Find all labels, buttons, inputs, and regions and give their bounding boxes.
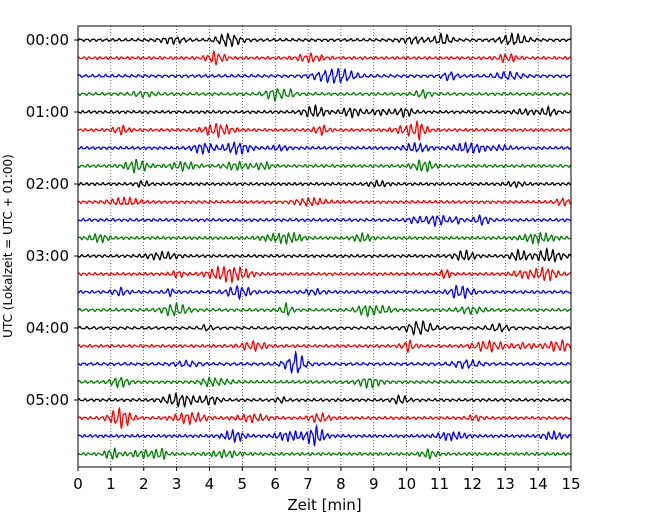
x-tick-label: 10 bbox=[397, 475, 416, 493]
trace-line bbox=[77, 406, 572, 429]
x-tick-label: 5 bbox=[238, 475, 248, 493]
trace-line bbox=[77, 141, 572, 156]
x-tick-label: 9 bbox=[369, 475, 379, 493]
x-axis-label: Zeit [min] bbox=[287, 496, 361, 514]
trace-line bbox=[77, 284, 572, 301]
trace-line bbox=[77, 376, 572, 390]
trace-line bbox=[77, 392, 572, 408]
x-tick-label: 14 bbox=[529, 475, 548, 493]
trace-line bbox=[77, 247, 572, 263]
trace-line bbox=[77, 179, 572, 189]
x-tick-label: 13 bbox=[496, 475, 515, 493]
y-tick-label: 03:00 bbox=[26, 247, 69, 265]
y-axis-label: UTC (Lokalzeit = UTC + 01:00) bbox=[1, 154, 15, 338]
x-tick-label: 0 bbox=[73, 475, 83, 493]
x-tick-label: 8 bbox=[336, 475, 346, 493]
x-tick-label: 15 bbox=[561, 475, 580, 493]
x-tick-label: 1 bbox=[106, 475, 116, 493]
y-tick-label: 05:00 bbox=[26, 391, 69, 409]
plot-frame bbox=[77, 25, 572, 468]
trace-line bbox=[77, 158, 572, 175]
y-axis: 00:00 01:00 02:00 03:00 04:00 05:00 bbox=[26, 31, 78, 409]
trace-line bbox=[77, 231, 572, 246]
y-tick-label: 02:00 bbox=[26, 175, 69, 193]
x-tick-label: 7 bbox=[303, 475, 313, 493]
y-tick-label: 04:00 bbox=[26, 319, 69, 337]
trace-line bbox=[77, 87, 572, 102]
x-tick-label: 2 bbox=[139, 475, 149, 493]
trace-line bbox=[77, 423, 572, 447]
trace-line bbox=[77, 68, 572, 85]
x-axis: 0 1 2 3 4 5 6 7 8 9 10 11 12 13 14 15 bbox=[73, 467, 581, 493]
x-tick-label: 3 bbox=[172, 475, 182, 493]
trace-line bbox=[77, 447, 572, 461]
trace-line bbox=[77, 119, 572, 142]
trace-line bbox=[77, 349, 572, 375]
trace-line bbox=[77, 31, 572, 48]
trace-line bbox=[77, 103, 572, 119]
traces bbox=[77, 31, 572, 461]
trace-line bbox=[77, 320, 572, 336]
trace-line bbox=[78, 196, 572, 207]
trace-line bbox=[77, 264, 572, 285]
trace-line bbox=[77, 339, 572, 354]
x-tick-label: 6 bbox=[270, 475, 280, 493]
x-tick-label: 11 bbox=[430, 475, 449, 493]
trace-line bbox=[77, 50, 572, 67]
trace-line bbox=[77, 301, 572, 318]
y-tick-label: 00:00 bbox=[26, 31, 69, 49]
x-tick-label: 12 bbox=[463, 475, 482, 493]
y-tick-label: 01:00 bbox=[26, 103, 69, 121]
x-tick-label: 4 bbox=[205, 475, 215, 493]
trace-line bbox=[77, 213, 572, 228]
